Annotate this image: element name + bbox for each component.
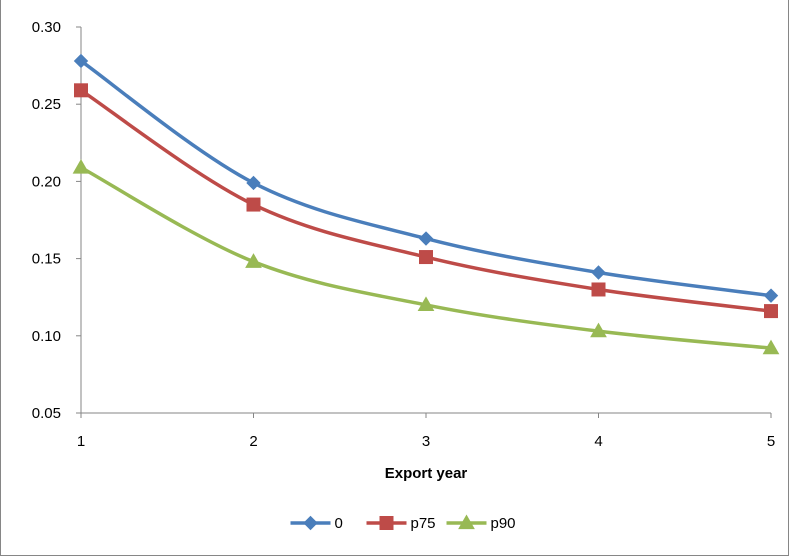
series-layer: [72, 53, 780, 355]
data-point: [246, 175, 261, 191]
series-p90: [72, 158, 780, 355]
data-point: [419, 250, 433, 265]
legend-label: p90: [491, 515, 516, 532]
legend-marker: [458, 514, 475, 530]
series-p75: [74, 83, 778, 319]
legend-item-0: 0: [290, 515, 343, 532]
data-point: [245, 253, 262, 268]
legend-label: p75: [411, 515, 436, 532]
data-point: [417, 296, 435, 312]
y-tick-label: 0.15: [32, 251, 61, 268]
x-axis-ticks: 1 2 3 4 5: [77, 413, 775, 450]
y-tick-label: 0.25: [32, 96, 61, 113]
y-tick-label: 0.20: [32, 173, 61, 190]
axes: [80, 27, 771, 414]
y-tick-label: 0.30: [32, 19, 61, 36]
data-point: [591, 282, 606, 297]
legend-marker: [379, 516, 394, 530]
data-point: [73, 53, 89, 69]
x-tick-label: 2: [249, 433, 257, 450]
data-point: [246, 197, 261, 212]
data-point: [590, 322, 607, 338]
data-point: [591, 265, 606, 280]
data-point: [74, 83, 88, 98]
x-axis-title: Export year: [385, 465, 468, 482]
legend-item-p75: p75: [366, 515, 436, 532]
y-tick-label: 0.10: [32, 328, 61, 345]
data-point: [763, 288, 779, 303]
data-point: [764, 304, 778, 319]
series-line-p75: [79, 88, 773, 313]
legend-item-p90: p90: [446, 514, 516, 532]
legend: 0 p75 p90: [290, 514, 516, 532]
data-point: [72, 158, 90, 174]
data-point: [762, 339, 780, 355]
legend-label: 0: [335, 515, 343, 532]
legend-marker: [303, 515, 318, 531]
y-tick-label: 0.05: [32, 405, 61, 422]
x-tick-label: 3: [422, 433, 430, 450]
x-tick-label: 4: [594, 433, 602, 450]
series-0: [73, 53, 779, 303]
y-axis-ticks: 0.05 0.10 0.15 0.20 0.25 0.30: [32, 19, 81, 422]
x-tick-label: 1: [77, 433, 85, 450]
data-point: [418, 231, 434, 246]
x-tick-label: 5: [767, 433, 775, 450]
